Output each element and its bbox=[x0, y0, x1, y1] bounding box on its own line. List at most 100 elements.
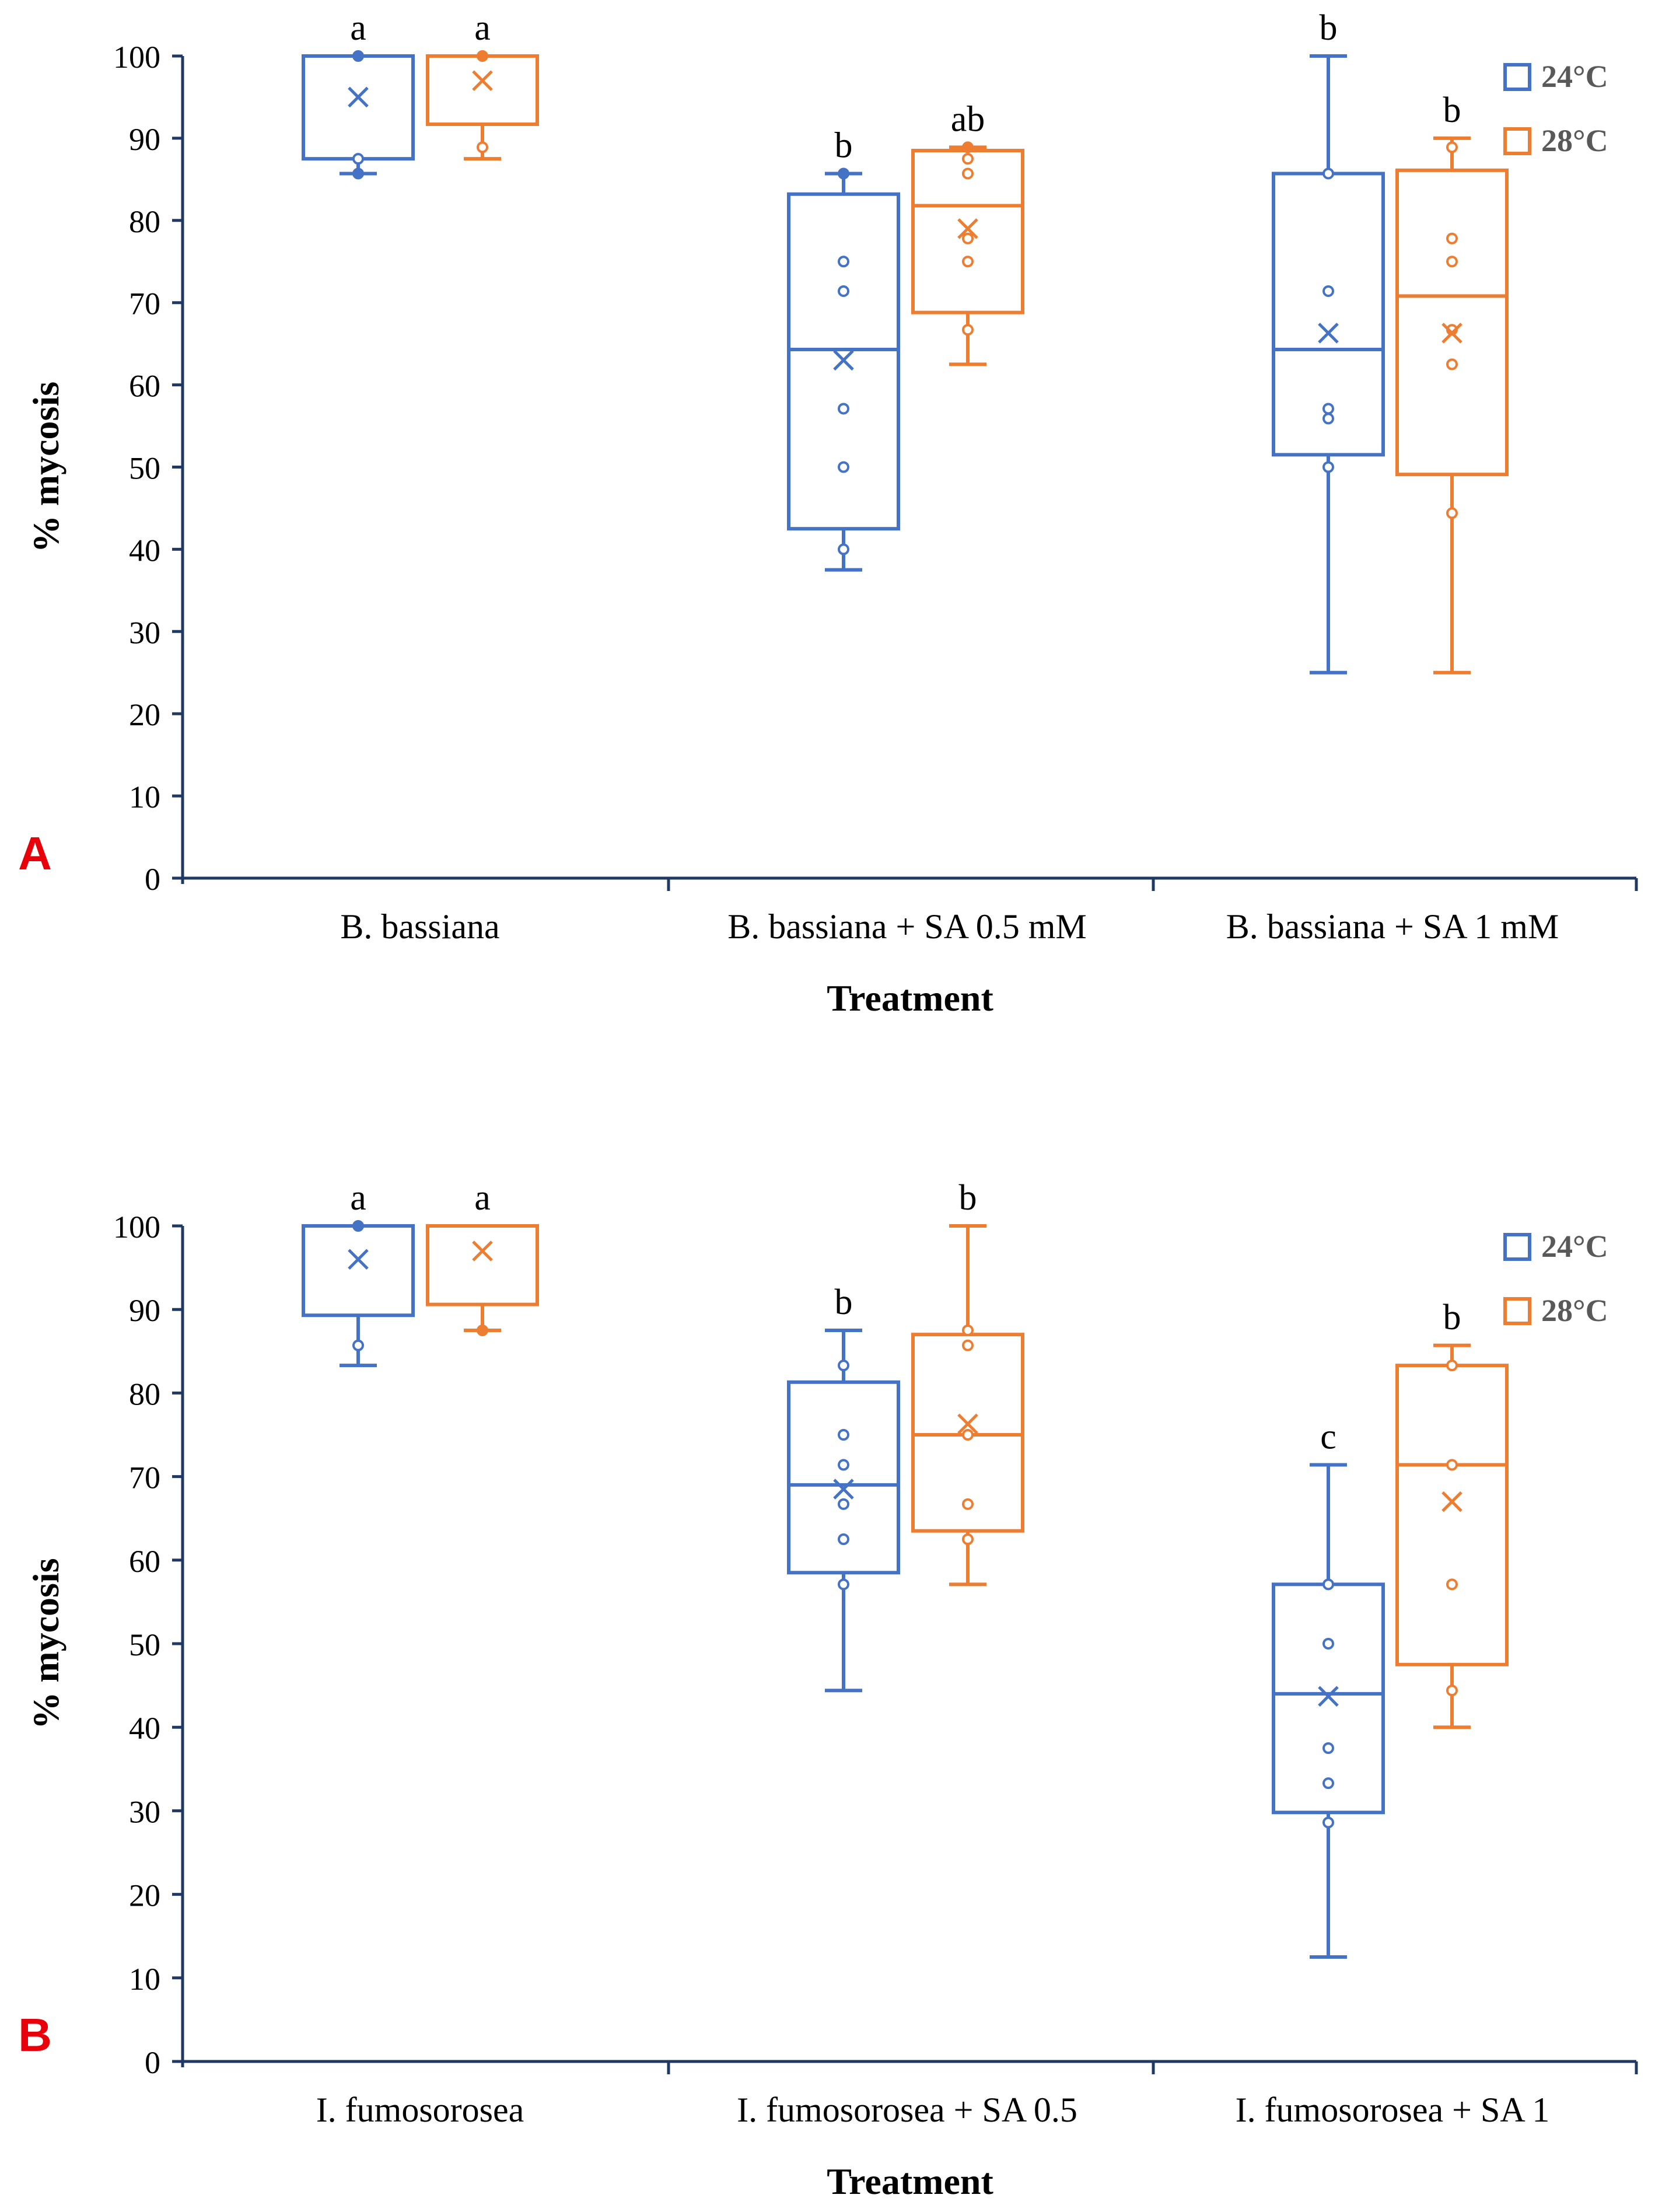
data-point bbox=[1446, 1578, 1458, 1591]
data-point bbox=[962, 1429, 974, 1441]
mean-marker bbox=[833, 350, 854, 371]
data-point bbox=[838, 1459, 849, 1471]
y-tick-label: 30 bbox=[129, 615, 160, 650]
category-label: B. bassiana + SA 0.5 mM bbox=[727, 907, 1087, 946]
box-24c-2: b bbox=[787, 125, 900, 572]
box-28c-3: b bbox=[1395, 1298, 1509, 1729]
data-point bbox=[352, 50, 364, 62]
data-point bbox=[962, 1339, 974, 1351]
mean-marker bbox=[957, 218, 978, 239]
data-point bbox=[1446, 1685, 1458, 1697]
y-tick-label: 100 bbox=[113, 1210, 160, 1245]
data-point bbox=[962, 1533, 974, 1545]
legend-label: 24°C bbox=[1541, 59, 1608, 94]
y-tick-label: 40 bbox=[129, 533, 160, 568]
y-tick-label: 30 bbox=[129, 1794, 160, 1829]
y-tick-label: 20 bbox=[129, 1878, 160, 1913]
box-iqr bbox=[302, 1224, 415, 1318]
box-24c-3: c bbox=[1272, 1417, 1385, 1959]
significance-letter: a bbox=[350, 8, 366, 48]
data-point bbox=[838, 167, 849, 180]
data-point bbox=[838, 403, 849, 415]
y-tick-label: 60 bbox=[129, 1544, 160, 1579]
legend-item-28c: 28°C bbox=[1503, 123, 1608, 158]
significance-letter: b bbox=[1443, 1298, 1461, 1337]
data-point bbox=[838, 256, 849, 268]
y-tick-label: 50 bbox=[129, 451, 160, 486]
data-point bbox=[1322, 403, 1334, 415]
mean-marker bbox=[348, 86, 369, 108]
legend-swatch bbox=[1503, 63, 1531, 91]
category-label: I. fumosorosea bbox=[316, 2091, 524, 2129]
data-point bbox=[1446, 1459, 1458, 1471]
y-tick-label: 40 bbox=[129, 1711, 160, 1746]
legend-label: 28°C bbox=[1541, 123, 1608, 158]
data-point bbox=[1446, 256, 1458, 268]
box-iqr bbox=[1272, 1582, 1385, 1815]
data-point bbox=[477, 141, 488, 153]
data-point bbox=[962, 256, 974, 268]
data-point bbox=[1446, 358, 1458, 371]
data-point bbox=[1322, 1578, 1334, 1591]
mean-marker bbox=[472, 1240, 493, 1261]
box-28c-2: b bbox=[911, 1178, 1024, 1587]
data-point bbox=[1446, 141, 1458, 153]
box-24c-2: b bbox=[787, 1283, 900, 1693]
y-tick-label: 100 bbox=[113, 40, 160, 75]
y-tick-label: 80 bbox=[129, 1376, 160, 1411]
box-iqr bbox=[1395, 168, 1509, 477]
data-point bbox=[1322, 461, 1334, 473]
significance-letter: a bbox=[474, 1178, 491, 1218]
y-tick-label: 10 bbox=[129, 780, 160, 815]
category-label: B. bassiana + SA 1 mM bbox=[1226, 907, 1559, 946]
y-tick-label: 20 bbox=[129, 697, 160, 732]
legend-item-28c: 28°C bbox=[1503, 1293, 1608, 1328]
x-axis-title: Treatment bbox=[827, 2161, 993, 2202]
data-point bbox=[477, 50, 488, 62]
data-point bbox=[1446, 507, 1458, 519]
y-tick-label: 70 bbox=[129, 286, 160, 322]
data-point bbox=[962, 1498, 974, 1510]
data-point bbox=[838, 461, 849, 473]
y-tick-label: 0 bbox=[145, 862, 160, 897]
legend-swatch bbox=[1503, 1233, 1531, 1261]
chart-panel-b: 0 10 20 30 40 50 60 70 80 90 100 I. fumosorosea I. f… bbox=[18, 1178, 1638, 2202]
box-24c-1: a bbox=[302, 1178, 415, 1368]
data-point bbox=[962, 141, 974, 153]
mean-marker bbox=[957, 1413, 978, 1435]
category-label: I. fumosorosea + SA 0.5 bbox=[737, 2091, 1077, 2129]
data-point bbox=[1322, 1638, 1334, 1650]
significance-letter: b bbox=[1443, 90, 1461, 130]
mean-marker bbox=[833, 1479, 854, 1500]
data-point bbox=[838, 285, 849, 297]
data-point bbox=[962, 232, 974, 244]
significance-letter: b bbox=[959, 1178, 977, 1218]
legend-label: 28°C bbox=[1541, 1293, 1608, 1328]
y-tick-label: 50 bbox=[129, 1627, 160, 1662]
data-point bbox=[1446, 1360, 1458, 1372]
data-point bbox=[838, 1360, 849, 1372]
mean-marker bbox=[1441, 1491, 1462, 1512]
mean-marker bbox=[348, 1249, 369, 1270]
data-point bbox=[838, 543, 849, 555]
significance-letter: b bbox=[835, 125, 853, 165]
box-iqr bbox=[787, 1380, 900, 1575]
data-point bbox=[1322, 1777, 1334, 1790]
data-point bbox=[838, 1429, 849, 1441]
y-tick-label: 60 bbox=[129, 369, 160, 404]
data-point bbox=[477, 1325, 488, 1336]
box-28c-3: b bbox=[1395, 90, 1509, 675]
legend-swatch bbox=[1503, 127, 1531, 155]
box-iqr bbox=[1395, 1364, 1509, 1666]
panel-label: B bbox=[18, 2009, 52, 2061]
data-point bbox=[352, 1220, 364, 1232]
x-axis-title: Treatment bbox=[827, 977, 993, 1019]
data-point bbox=[962, 167, 974, 180]
data-point bbox=[962, 153, 974, 165]
box-iqr bbox=[426, 54, 539, 126]
significance-letter: b bbox=[835, 1283, 853, 1322]
data-point bbox=[962, 324, 974, 336]
y-tick-label: 90 bbox=[129, 122, 160, 157]
y-axis-title: % mycosis bbox=[25, 382, 67, 553]
